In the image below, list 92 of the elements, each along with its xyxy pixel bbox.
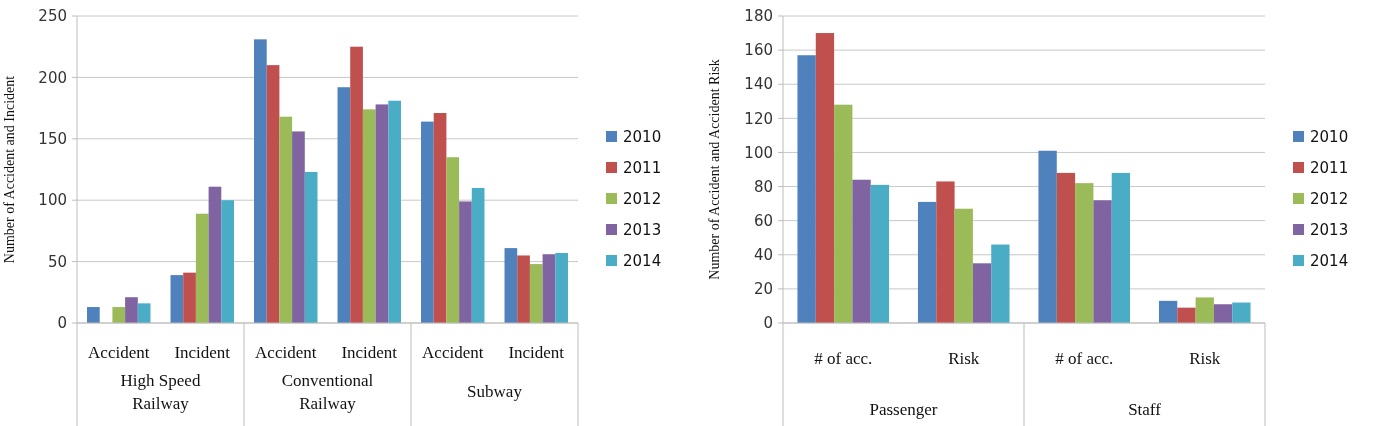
bar: [1111, 172, 1131, 323]
bar: [797, 55, 816, 323]
bar: [1232, 302, 1251, 323]
bar: [1195, 297, 1214, 323]
bar: [362, 109, 376, 323]
x-tick-label: Accident: [88, 343, 150, 362]
text: Staff: [1128, 400, 1162, 419]
y-tick-label: 0: [763, 314, 773, 333]
legend-label: 2014: [1310, 252, 1349, 271]
bar: [542, 254, 556, 323]
bar: [1158, 300, 1178, 323]
legend-label: 2010: [623, 128, 662, 147]
bar: [433, 113, 447, 323]
x-tick-label: Incident: [174, 343, 231, 362]
bar: [972, 263, 992, 323]
x-tick-label: Accident: [422, 343, 484, 362]
legend-label: 2014: [623, 252, 662, 271]
bar: [917, 201, 937, 323]
bar: [555, 253, 568, 323]
y-tick-label: 140: [744, 75, 773, 94]
x-tick-label: Accident: [255, 343, 317, 362]
legend-label: 2011: [1310, 159, 1349, 178]
bar: [183, 272, 196, 323]
bar: [304, 171, 318, 323]
y-tick-label: 100: [38, 191, 67, 210]
y-tick-label: 250: [38, 7, 67, 26]
bar: [292, 131, 305, 323]
bar: [266, 65, 280, 323]
bar: [991, 244, 1010, 323]
bar: [1093, 200, 1112, 323]
y-tick-label: 180: [744, 7, 773, 26]
bar: [125, 297, 138, 323]
bar: [852, 179, 871, 323]
legend-label: 2012: [623, 190, 662, 209]
x-tick-label: # of acc.: [1055, 349, 1114, 368]
bar: [459, 201, 472, 323]
bar: [254, 39, 267, 323]
text: Conventional Railway: [281, 371, 374, 413]
y-tick-label: 160: [744, 41, 773, 60]
text: High Speed Railway: [120, 371, 201, 413]
x-tick-label: # of acc.: [814, 349, 873, 368]
x-tick-label: Incident: [508, 343, 565, 362]
bar: [815, 33, 835, 323]
bar: [870, 184, 890, 323]
y-tick-label: 200: [38, 68, 67, 87]
y-tick-label: 0: [57, 314, 67, 333]
bar: [337, 87, 351, 323]
legend-label: 2013: [1310, 221, 1349, 240]
x-tick-label: Incident: [341, 343, 398, 362]
y-tick-label: 100: [744, 143, 773, 162]
bar: [446, 157, 460, 323]
bar: [517, 255, 530, 323]
bar: [195, 213, 209, 323]
bar: [421, 121, 434, 323]
bar: [137, 303, 151, 323]
bar: [170, 275, 184, 323]
legend-label: 2011: [623, 159, 662, 178]
bar: [279, 116, 293, 323]
bar: [87, 307, 100, 323]
legend-label: 2012: [1310, 190, 1349, 209]
legend-label: 2010: [1310, 128, 1349, 147]
bar: [504, 248, 518, 323]
y-tick-label: 50: [47, 252, 67, 271]
bar: [954, 208, 973, 323]
x-tick-label: Risk: [1189, 349, 1221, 368]
text: Passenger: [869, 400, 938, 419]
bar: [350, 46, 363, 323]
bar: [471, 187, 485, 323]
bar: [208, 186, 222, 323]
bar: [1075, 183, 1094, 323]
bar: [936, 181, 955, 323]
bar: [388, 100, 401, 323]
y-tick-label: 60: [753, 211, 773, 230]
bar: [834, 104, 853, 323]
bar: [221, 200, 234, 323]
bar: [1177, 307, 1196, 323]
y-tick-label: 150: [38, 130, 67, 149]
bar: [112, 307, 126, 323]
y-tick-label: 20: [753, 280, 773, 299]
bar: [529, 264, 543, 323]
x-tick-label: Risk: [948, 349, 980, 368]
bar: [1056, 172, 1076, 323]
y-tick-label: 80: [753, 177, 773, 196]
y-axis-title: Number of Accident and Incident: [2, 75, 17, 264]
y-tick-label: 40: [753, 246, 773, 265]
text: Subway: [467, 382, 523, 401]
bar: [1213, 304, 1233, 323]
y-tick-label: 120: [744, 109, 773, 128]
legend-label: 2013: [623, 221, 662, 240]
bar: [375, 104, 389, 323]
y-axis-title: Number of Accident and Accident Risk: [707, 59, 722, 280]
bar: [1038, 150, 1057, 323]
